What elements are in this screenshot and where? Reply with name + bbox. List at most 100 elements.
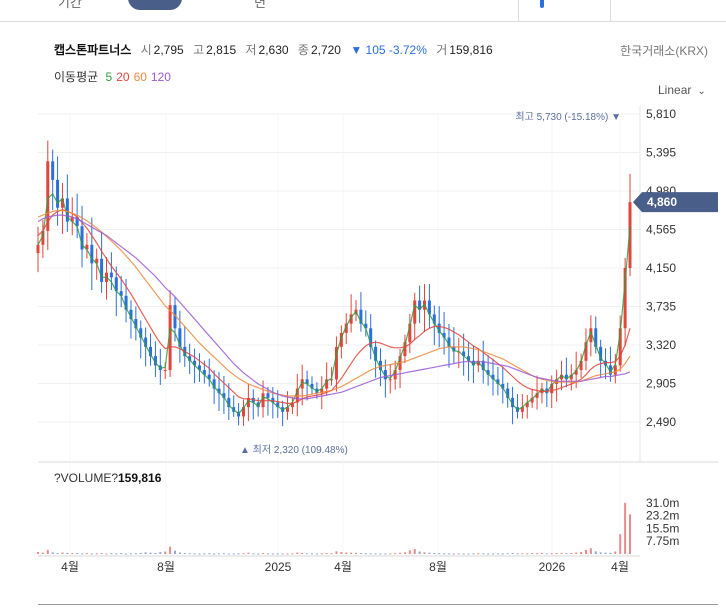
candle-body xyxy=(481,360,485,371)
candle-body xyxy=(60,198,64,208)
volume-bar xyxy=(589,548,592,554)
low-value: 2,630 xyxy=(258,43,289,57)
close-value: 2,720 xyxy=(310,43,341,57)
high-value: 2,815 xyxy=(206,43,237,57)
volume-bar xyxy=(335,551,338,554)
candle-body xyxy=(442,332,446,338)
volume-y-tick-label: 7.75m xyxy=(646,534,679,548)
volume-bar xyxy=(433,553,436,555)
ma-period-20[interactable]: 20 xyxy=(116,70,130,84)
y-tick-label: 5,395 xyxy=(646,146,676,160)
y-tick-label: 4,150 xyxy=(646,261,676,275)
candle-body xyxy=(599,346,603,361)
period-tab-bar: 기간 년 xyxy=(0,0,726,22)
candle-body xyxy=(80,226,84,250)
volume-bar xyxy=(120,553,123,555)
ma-line-20 xyxy=(37,208,631,404)
volume-bar xyxy=(193,553,196,555)
candle-body xyxy=(129,309,133,320)
candle-body xyxy=(241,407,245,417)
period-tab-selected[interactable] xyxy=(128,0,182,10)
volume-bar xyxy=(178,552,181,554)
scale-selector[interactable]: Linear ⌄ xyxy=(658,83,706,97)
volume-bar xyxy=(51,552,54,554)
candle-body xyxy=(56,179,60,208)
candle-body xyxy=(85,244,89,250)
volume-bar xyxy=(81,553,84,555)
candle-body xyxy=(256,402,260,408)
candle-body xyxy=(139,328,143,338)
period-tab-partial-2[interactable]: 년 xyxy=(254,0,266,10)
candle-body xyxy=(178,328,182,347)
candle-body xyxy=(486,370,490,375)
ma-period-5[interactable]: 5 xyxy=(105,70,113,84)
volume-bar xyxy=(257,553,260,555)
volume-bar xyxy=(501,553,504,555)
candle-body xyxy=(383,370,387,380)
candle-body xyxy=(628,202,632,268)
candle-body xyxy=(378,360,382,371)
candle-body xyxy=(70,216,74,222)
ma-period-120[interactable]: 120 xyxy=(150,70,171,84)
candle-body xyxy=(46,161,50,231)
candle-body xyxy=(193,360,197,366)
volume-bar xyxy=(516,553,519,555)
candle-body xyxy=(506,388,510,398)
max-price-label: 최고 5,730 (-15.18%) ▼ xyxy=(515,111,621,123)
volume-bar xyxy=(247,552,250,554)
volume-bar xyxy=(536,553,539,555)
moving-average-legend: 이동평균 5 20 60 120 xyxy=(54,68,175,85)
candle-body xyxy=(413,300,417,324)
volume-bar xyxy=(624,502,627,554)
volume-bar xyxy=(110,553,113,555)
stock-summary: 캡스톤파트너스 시 2,795 고 2,815 저 2,630 종 2,720 ▼ 10… xyxy=(54,41,499,58)
volume-bar xyxy=(506,553,509,555)
candle-body xyxy=(437,323,441,333)
y-tick-label: 3,320 xyxy=(646,338,676,352)
volume-bar xyxy=(575,552,578,554)
volume-bar xyxy=(281,553,284,555)
volume-bar xyxy=(242,553,245,555)
ma-period-60[interactable]: 60 xyxy=(133,70,147,84)
chart-type-icon[interactable] xyxy=(540,0,544,8)
candle-body xyxy=(134,319,138,329)
candle-body xyxy=(496,379,500,384)
volume-bar xyxy=(550,553,553,555)
volume-bar xyxy=(46,549,49,554)
volume-bar xyxy=(218,553,221,555)
x-tick-label: 2025 xyxy=(265,560,292,574)
volume-bar xyxy=(306,553,309,555)
volume-bar xyxy=(213,553,216,555)
volume-bar xyxy=(61,552,64,554)
volume-bar xyxy=(164,551,167,554)
volume-bar xyxy=(37,552,39,554)
volume-bar xyxy=(540,552,543,554)
volume-bar xyxy=(66,552,69,554)
volume-bar xyxy=(237,553,240,555)
volume-bar xyxy=(408,550,411,554)
candle-body xyxy=(286,407,290,412)
candle-body xyxy=(246,397,250,408)
candle-body xyxy=(339,332,343,347)
candle-body xyxy=(574,370,578,375)
candle-body xyxy=(276,402,280,408)
candle-body xyxy=(501,383,505,389)
candle-body xyxy=(90,244,94,264)
volume-bar xyxy=(340,552,343,554)
volume-bar xyxy=(492,553,495,555)
period-tab-partial[interactable]: 기간 xyxy=(58,0,82,10)
volume-bar xyxy=(428,552,431,554)
toolbar-divider xyxy=(610,0,611,22)
open-label: 시 xyxy=(140,43,152,57)
candle-body xyxy=(168,305,172,371)
candle-body xyxy=(144,337,148,347)
candle-body xyxy=(202,370,206,375)
candle-body xyxy=(560,374,564,380)
volume-bars-group xyxy=(37,502,631,555)
low-label: 저 xyxy=(245,43,257,57)
candle-body xyxy=(613,365,617,375)
volume-bar xyxy=(379,553,382,555)
volume-bar xyxy=(208,553,211,555)
candle-body xyxy=(217,388,221,394)
